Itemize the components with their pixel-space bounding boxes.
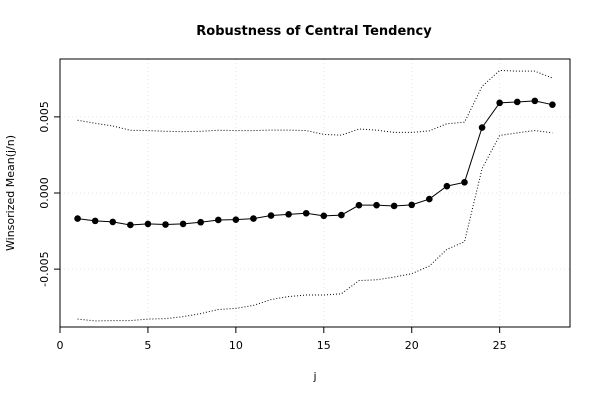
data-point-mean-22 — [443, 182, 451, 190]
data-point-mean-13 — [285, 211, 292, 218]
y-tick-label-1: 0.000 — [38, 177, 51, 209]
data-point-mean-14 — [302, 209, 310, 217]
data-point-mean-16 — [338, 211, 345, 219]
y-axis: -0.005 0.000 0.005 — [38, 101, 60, 287]
data-point-mean-7 — [179, 220, 187, 228]
series-line-lower-bound — [77, 130, 553, 322]
series-line-mean — [77, 100, 553, 226]
data-point-mean-4 — [127, 221, 134, 229]
x-tick-label-0: 0 — [57, 339, 64, 352]
data-point-mean-8 — [197, 218, 204, 226]
data-point-mean-2 — [91, 217, 99, 225]
data-point-mean-27 — [531, 97, 539, 105]
data-point-mean-24 — [478, 124, 486, 131]
x-axis: 0 5 10 15 20 25 — [57, 326, 507, 352]
data-point-mean-3 — [109, 218, 117, 226]
data-point-mean-21 — [426, 195, 433, 203]
data-point-mean-17 — [355, 201, 363, 209]
chart-title: Robustness of Central Tendency — [196, 24, 432, 39]
data-point-mean-28 — [549, 101, 556, 108]
data-point-mean-19 — [390, 202, 398, 210]
data-point-mean-18 — [373, 201, 380, 209]
y-tick-label-0: -0.005 — [38, 251, 51, 286]
x-tick-label-1: 5 — [144, 339, 151, 352]
data-point-mean-23 — [461, 179, 468, 186]
x-tick-label-5: 25 — [493, 339, 507, 352]
y-tick-label-2: 0.005 — [38, 101, 51, 133]
x-tick-label-4: 20 — [405, 339, 419, 352]
x-tick-label-2: 10 — [229, 339, 243, 352]
data-point-mean-10 — [232, 216, 240, 223]
x-axis-label: j — [312, 370, 316, 383]
data-point-mean-5 — [144, 220, 152, 228]
y-axis-label: Winsorized Mean(j/n) — [4, 135, 17, 251]
series-layer — [74, 69, 556, 322]
data-point-mean-9 — [214, 216, 222, 224]
data-point-mean-26 — [513, 98, 521, 106]
data-point-mean-1 — [74, 215, 81, 222]
data-point-mean-20 — [408, 201, 416, 209]
x-tick-label-3: 15 — [317, 339, 331, 352]
data-point-mean-25 — [496, 99, 503, 107]
data-point-mean-11 — [250, 215, 257, 222]
grid — [59, 59, 570, 327]
data-point-mean-6 — [162, 221, 169, 228]
series-line-upper-bound — [77, 69, 553, 136]
data-point-mean-12 — [267, 212, 275, 219]
data-point-mean-15 — [320, 212, 328, 220]
